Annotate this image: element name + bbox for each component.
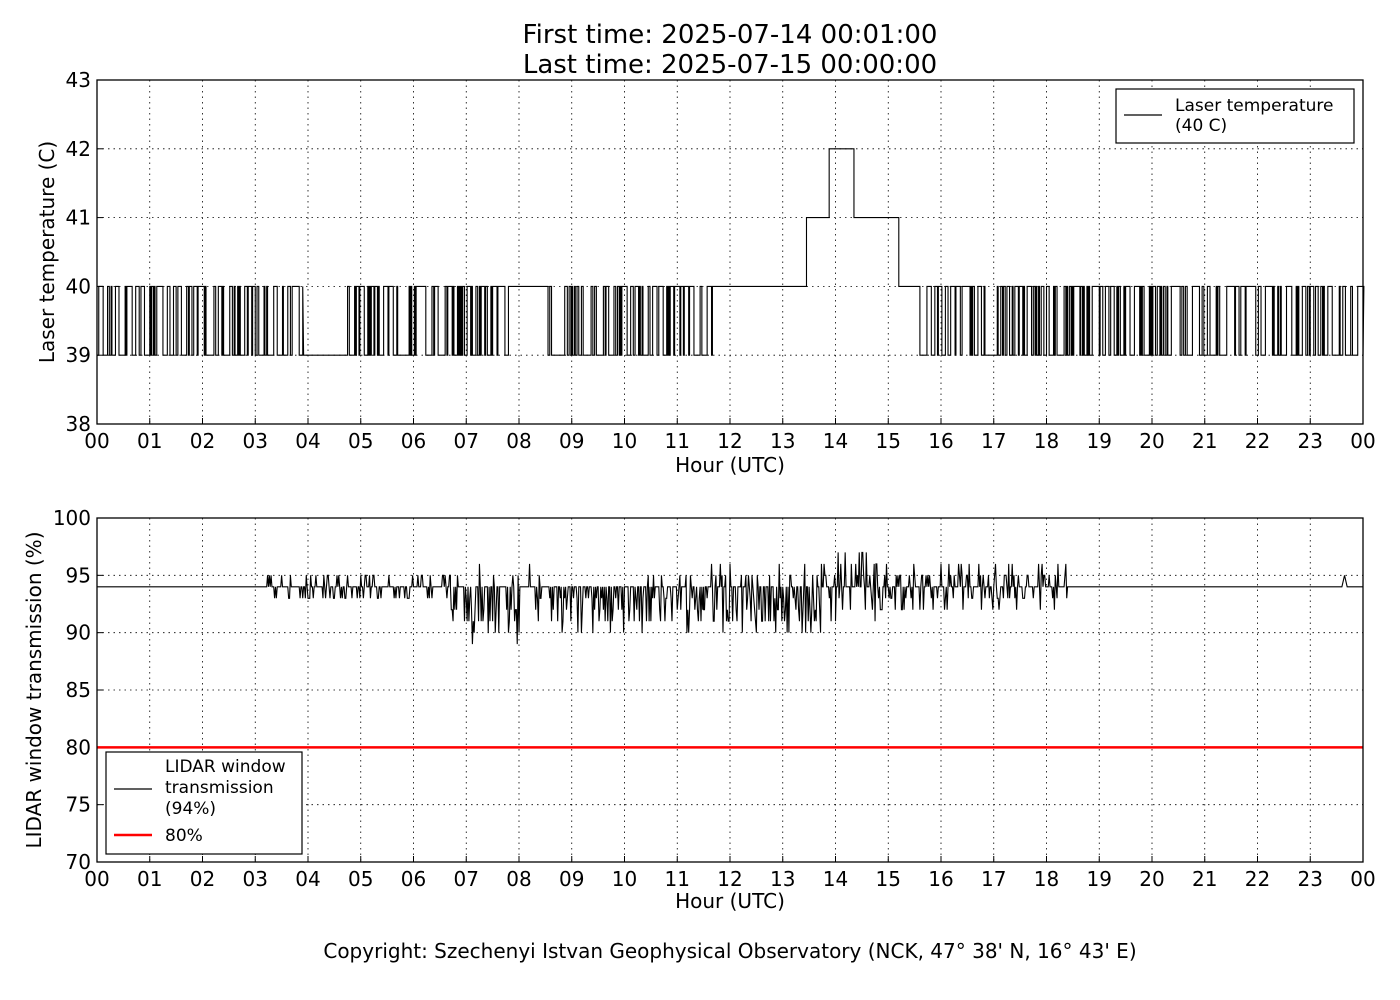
- bottom-legend-label-line1: LIDAR window: [165, 757, 286, 777]
- y-tick-label: 38: [66, 412, 91, 436]
- y-tick-label: 70: [66, 850, 91, 874]
- top-legend-label-line2: (40 C): [1175, 116, 1227, 136]
- x-tick-label: 05: [348, 867, 373, 891]
- x-tick-label: 02: [190, 429, 215, 453]
- x-tick-label: 00: [84, 867, 109, 891]
- lidar-transmission-series: [97, 551, 1363, 645]
- bottom-legend-label-line2: transmission: [165, 778, 274, 798]
- bottom-x-tick-labels: 00 01 02 03 04 05 06 07 08 09 10 11 12 13 14 15 16 17 18 19…: [84, 867, 1375, 891]
- x-tick-label: 00: [84, 429, 109, 453]
- x-tick-label: 04: [295, 429, 320, 453]
- y-tick-label: 41: [66, 206, 91, 230]
- y-tick-label: 85: [66, 678, 91, 702]
- y-tick-label: 42: [66, 137, 91, 161]
- top-legend-box: [1115, 88, 1355, 144]
- bottom-y-axis-label: LIDAR window transmission (%): [22, 532, 46, 849]
- x-tick-label: 07: [454, 429, 479, 453]
- y-tick-label: 90: [66, 621, 91, 645]
- x-tick-label: 03: [243, 429, 268, 453]
- x-tick-label: 04: [295, 867, 320, 891]
- x-tick-label: 06: [401, 867, 426, 891]
- x-tick-label: 06: [401, 429, 426, 453]
- y-tick-label: 43: [66, 68, 91, 92]
- x-tick-label: 12: [717, 867, 742, 891]
- bottom-plot-frame: [96, 517, 1364, 863]
- first-time-title: First time: 2025-07-14 00:01:00: [523, 20, 938, 50]
- x-tick-label: 11: [665, 429, 690, 453]
- top-plot-frame: [96, 79, 1364, 425]
- y-tick-label: 40: [66, 274, 91, 298]
- y-tick-label: 39: [66, 343, 91, 367]
- y-tick-label: 75: [66, 793, 91, 817]
- x-tick-label: 15: [876, 867, 901, 891]
- x-tick-label: 18: [1034, 429, 1059, 453]
- last-time-title: Last time: 2025-07-15 00:00:00: [523, 50, 937, 80]
- laser-temperature-series: [97, 148, 1365, 356]
- top-x-axis-label: Hour (UTC): [675, 453, 785, 477]
- copyright-text: Copyright: Szechenyi Istvan Geophysical …: [323, 939, 1136, 963]
- x-tick-label: 08: [506, 429, 531, 453]
- x-tick-label: 05: [348, 429, 373, 453]
- bottom-legend-threshold-label: 80%: [165, 826, 203, 846]
- x-tick-label: 08: [506, 867, 531, 891]
- top-legend-label-line1: Laser temperature: [1175, 96, 1333, 116]
- x-tick-label: 20: [1139, 429, 1164, 453]
- x-tick-label: 01: [137, 867, 162, 891]
- x-tick-label: 20: [1139, 867, 1164, 891]
- x-tick-label: 01: [137, 429, 162, 453]
- x-tick-label: 14: [823, 429, 848, 453]
- x-tick-label: 21: [1192, 867, 1217, 891]
- x-tick-label: 00: [1350, 429, 1375, 453]
- lidar-transmission-line: [97, 551, 1363, 645]
- x-tick-label: 22: [1245, 867, 1270, 891]
- x-tick-label: 17: [981, 429, 1006, 453]
- top-x-tick-labels: 00 01 02 03 04 05 06 07 08 09 10 11 12 13 14 15 16 17 18 19…: [84, 429, 1375, 453]
- x-tick-label: 21: [1192, 429, 1217, 453]
- bottom-legend: LIDAR window transmission (94%) 80%: [105, 751, 303, 855]
- bottom-legend-box: [105, 751, 303, 855]
- x-tick-label: 15: [876, 429, 901, 453]
- x-tick-label: 22: [1245, 429, 1270, 453]
- bottom-legend-label-line3: (94%): [165, 799, 216, 819]
- x-tick-label: 12: [717, 429, 742, 453]
- top-legend: Laser temperature (40 C): [1115, 88, 1355, 144]
- top-y-axis-label: Laser temperature (C): [35, 141, 59, 363]
- laser-temperature-chart: 00 01 02 03 04 05 06 07 08 09 10 11 12 13 14 15 16 17 18 19…: [35, 68, 1376, 477]
- y-tick-label: 95: [66, 563, 91, 587]
- top-y-tick-labels: 38 39 40 41 42 43: [66, 68, 91, 436]
- x-tick-label: 02: [190, 867, 215, 891]
- laser-temperature-line: [97, 148, 1365, 356]
- x-tick-label: 13: [770, 429, 795, 453]
- x-tick-label: 19: [1087, 429, 1112, 453]
- x-tick-label: 14: [823, 867, 848, 891]
- x-tick-label: 11: [665, 867, 690, 891]
- x-tick-label: 17: [981, 867, 1006, 891]
- x-tick-label: 09: [559, 867, 584, 891]
- x-tick-label: 09: [559, 429, 584, 453]
- x-tick-label: 16: [928, 429, 953, 453]
- x-tick-label: 10: [612, 867, 637, 891]
- x-tick-label: 18: [1034, 867, 1059, 891]
- x-tick-label: 07: [454, 867, 479, 891]
- x-tick-label: 13: [770, 867, 795, 891]
- x-tick-label: 19: [1087, 867, 1112, 891]
- y-tick-label: 80: [66, 735, 91, 759]
- bottom-x-axis-label: Hour (UTC): [675, 889, 785, 913]
- lidar-transmission-chart: 00 01 02 03 04 05 06 07 08 09 10 11 12 13 14 15 16 17 18 19…: [22, 506, 1376, 913]
- x-tick-label: 16: [928, 867, 953, 891]
- x-tick-label: 03: [243, 867, 268, 891]
- x-tick-label: 23: [1298, 429, 1323, 453]
- bottom-y-tick-labels: 70 75 80 85 90 95 100: [53, 506, 91, 874]
- x-tick-label: 00: [1350, 867, 1375, 891]
- x-tick-label: 10: [612, 429, 637, 453]
- x-tick-label: 23: [1298, 867, 1323, 891]
- y-tick-label: 100: [53, 506, 91, 530]
